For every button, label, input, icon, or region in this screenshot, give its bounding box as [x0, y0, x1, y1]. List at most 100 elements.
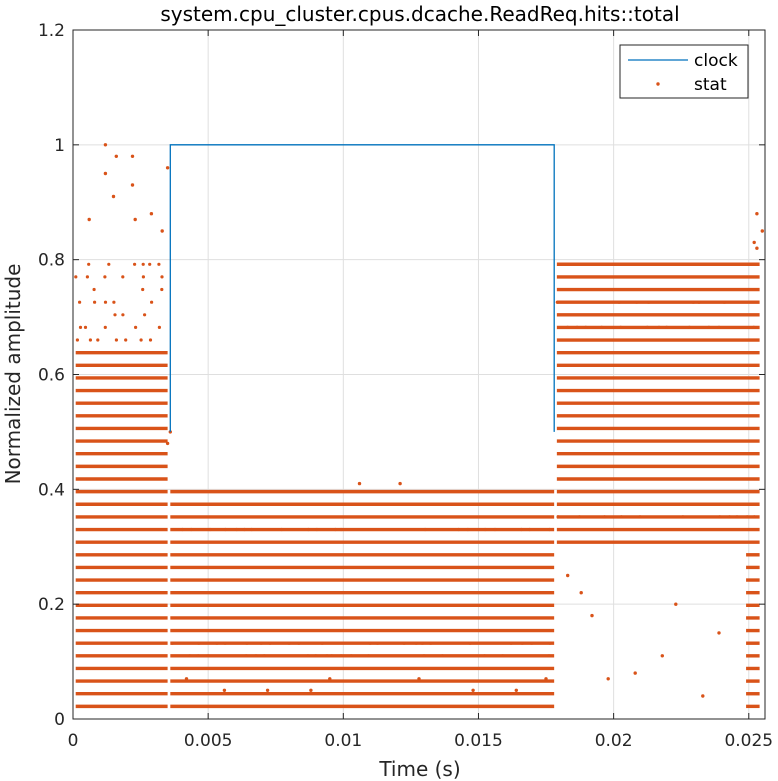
legend-clock-label: clock	[694, 51, 738, 71]
stat-point	[121, 313, 125, 317]
stat-point	[566, 325, 570, 329]
stat-point	[268, 641, 272, 645]
stat-point	[287, 641, 291, 645]
x-tick-label: 0.01	[324, 731, 362, 751]
stat-point	[87, 217, 91, 222]
stat-point	[96, 338, 100, 342]
stat-point	[468, 641, 472, 645]
stat-point	[165, 441, 170, 446]
stat-point	[368, 641, 372, 645]
stat-point	[315, 527, 319, 532]
stat-point	[180, 527, 184, 532]
stat-point	[339, 654, 343, 658]
legend: clock stat	[619, 44, 749, 99]
y-tick-label: 1.2	[38, 21, 65, 41]
stat-point	[107, 262, 111, 266]
stat-point	[141, 287, 145, 292]
stat-point	[235, 527, 239, 532]
stat-point	[262, 654, 266, 658]
y-tick-label: 0	[54, 710, 65, 730]
stat-point	[414, 641, 418, 645]
stat-point	[402, 641, 406, 645]
stat-point	[697, 300, 701, 304]
stat-point	[314, 654, 318, 658]
stat-point	[250, 527, 254, 532]
stat-point	[471, 688, 475, 692]
stat-point	[148, 338, 153, 342]
stat-point	[339, 527, 343, 532]
y-tick-label: 0.8	[38, 251, 65, 271]
stat-point	[78, 325, 83, 329]
stat-point	[85, 275, 89, 279]
stat-point	[752, 240, 756, 245]
stat-point	[121, 275, 125, 279]
stat-point	[149, 212, 154, 216]
stat-point	[375, 641, 380, 645]
y-tick-label: 0.4	[38, 480, 65, 500]
stat-point	[633, 671, 637, 675]
stat-point	[590, 613, 594, 618]
stat-point	[113, 313, 117, 317]
stat-point	[457, 527, 461, 532]
stat-point	[157, 325, 161, 329]
stat-point	[223, 641, 227, 645]
stat-point	[143, 313, 147, 317]
stat-point	[547, 527, 552, 532]
stat-point	[297, 641, 301, 645]
stat-point	[575, 325, 579, 329]
stat-point	[280, 527, 284, 532]
stat-point	[718, 515, 722, 519]
stat-point	[150, 300, 154, 304]
stat-point	[466, 527, 470, 532]
stat-point	[760, 229, 764, 233]
stat-point	[752, 325, 756, 329]
stat-point	[647, 300, 651, 304]
stat-point	[160, 287, 164, 292]
stat-point	[320, 641, 324, 645]
stat-point	[222, 688, 227, 692]
stat-point	[606, 677, 610, 681]
stat-point	[188, 654, 192, 658]
chart-title: system.cpu_cluster.cpus.dcache.ReadReq.h…	[160, 2, 679, 26]
x-tick-label: 0.02	[595, 731, 633, 751]
stat-point	[577, 515, 582, 519]
stat-point	[265, 688, 270, 692]
stat-point	[752, 515, 756, 519]
stat-point	[139, 338, 143, 342]
stat-point	[514, 688, 518, 692]
stat-point	[208, 527, 212, 532]
stat-point	[330, 654, 334, 658]
ticks	[72, 29, 765, 720]
stat-point	[244, 654, 248, 658]
stat-point	[717, 325, 721, 329]
stat-point	[530, 641, 534, 645]
stat-point	[617, 300, 621, 304]
stat-point	[548, 641, 552, 645]
stat-point	[634, 300, 639, 304]
tick-labels: 0 0.005 0.01 0.015 0.02 0.025 0 0.2 0.4 0.6 0.8 1 1.…	[38, 21, 773, 751]
stat-point	[423, 527, 427, 532]
stat-point	[520, 641, 524, 645]
stat-point	[78, 300, 82, 304]
stat-point	[674, 602, 678, 606]
stat-point	[215, 641, 219, 645]
stat-point	[103, 300, 108, 304]
stat-point	[722, 300, 727, 304]
legend-stat-label: stat	[694, 75, 727, 95]
legend-box	[619, 44, 749, 99]
stat-point	[555, 300, 559, 304]
stat-point	[189, 527, 193, 532]
stat-point	[74, 275, 78, 279]
y-tick-label: 1	[54, 136, 65, 156]
stat-point	[206, 654, 210, 658]
stat-point	[165, 166, 170, 170]
stat-point	[645, 325, 649, 329]
stat-point	[103, 275, 107, 279]
stat-point	[112, 300, 116, 304]
y-axis-label: Normalized amplitude	[1, 264, 25, 485]
stat-point	[493, 527, 497, 532]
stat-point	[349, 654, 353, 658]
stat-point	[566, 573, 570, 578]
stat-point	[501, 654, 505, 658]
stat-point	[727, 515, 732, 519]
